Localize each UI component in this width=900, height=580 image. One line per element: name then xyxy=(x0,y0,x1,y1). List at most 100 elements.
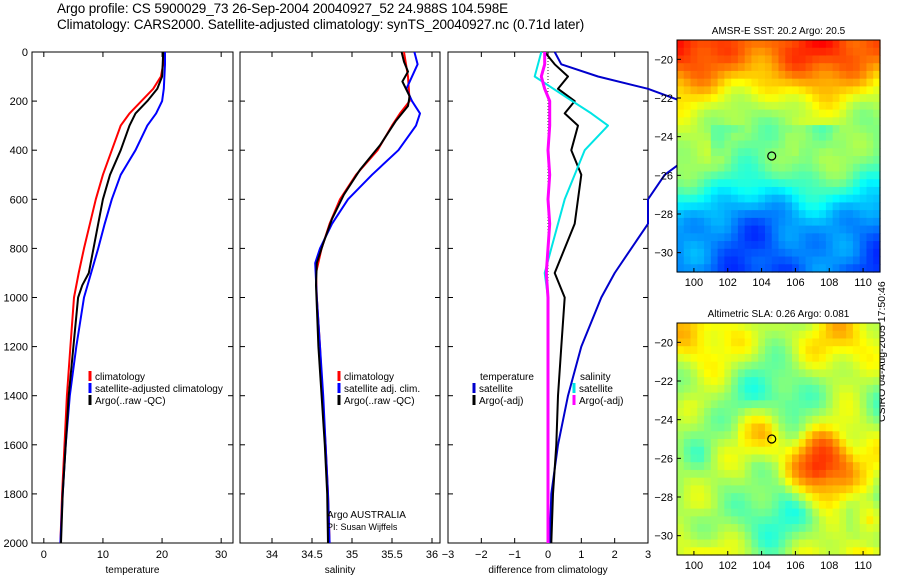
heatmap-cell xyxy=(792,47,800,57)
heatmap-cell xyxy=(832,361,840,370)
heatmap-cell xyxy=(778,369,786,378)
heatmap-cell xyxy=(764,524,773,533)
heatmap-cell xyxy=(866,217,874,227)
heatmap-cell xyxy=(683,361,692,370)
heatmap-cell xyxy=(798,125,807,134)
heatmap-cell xyxy=(805,323,813,332)
heatmap-cell xyxy=(805,330,813,340)
heatmap-cell xyxy=(832,346,840,355)
heatmap-cell xyxy=(778,353,786,363)
heatmap-cell xyxy=(764,330,773,340)
heatmap-cell xyxy=(792,248,800,258)
heatmap-cell xyxy=(846,493,854,502)
heatmap-cell xyxy=(704,408,712,417)
heatmap-cell xyxy=(792,477,800,486)
heatmap-cell xyxy=(724,500,732,510)
heatmap-cell xyxy=(764,361,773,370)
heatmap-cell xyxy=(846,70,854,80)
heatmap-cell xyxy=(825,94,834,103)
heatmap-cell xyxy=(805,524,813,533)
heatmap-cell xyxy=(771,156,780,165)
heatmap-cell xyxy=(846,248,854,258)
heatmap-cell xyxy=(825,439,834,448)
heatmap-cell xyxy=(710,117,719,126)
heatmap-cell xyxy=(764,70,773,80)
heatmap-cell xyxy=(697,210,705,219)
heatmap-cell xyxy=(710,462,719,471)
heatmap-cell xyxy=(839,439,847,448)
heatmap-cell xyxy=(825,454,834,463)
heatmap-cell xyxy=(819,101,827,111)
heatmap-cell xyxy=(771,140,780,149)
heatmap-cell xyxy=(683,78,692,87)
heatmap-cell xyxy=(697,63,705,72)
heatmap-cell xyxy=(873,140,881,149)
heatmap-cell xyxy=(839,400,847,409)
heatmap-cell xyxy=(764,477,773,486)
heatmap-cell xyxy=(846,40,854,49)
heatmap-cell xyxy=(873,132,881,142)
heatmap-cell xyxy=(710,210,719,219)
heatmap-cell xyxy=(737,338,746,347)
heatmap-cell xyxy=(690,248,698,258)
heatmap-cell xyxy=(792,330,800,340)
heatmap-cell xyxy=(758,171,766,180)
heatmap-cell xyxy=(839,377,847,386)
heatmap-cell xyxy=(764,47,773,57)
heatmap-cell xyxy=(785,469,793,479)
heatmap-cell xyxy=(819,485,827,494)
heatmap-cell xyxy=(764,516,773,525)
heatmap-cell xyxy=(798,508,807,517)
heatmap-cell xyxy=(724,217,732,227)
heatmap-cell xyxy=(744,233,753,242)
heatmap-cell xyxy=(866,194,874,203)
heatmap-cell xyxy=(819,63,827,72)
heatmap-cell xyxy=(744,408,753,417)
heatmap-cell xyxy=(812,547,820,556)
y-tick-label: −22 xyxy=(654,93,673,105)
series-line-salinity-argo-adj xyxy=(539,52,552,543)
heatmap-cell xyxy=(724,70,732,80)
heatmap-cell xyxy=(731,186,739,196)
heatmap-cell xyxy=(704,524,712,533)
heatmap-cell xyxy=(717,132,725,142)
heatmap-cell xyxy=(724,210,732,219)
heatmap-cell xyxy=(717,454,725,463)
x-axis-label: difference from climatology xyxy=(488,565,607,576)
heatmap-cell xyxy=(866,171,874,180)
heatmap-cell xyxy=(737,462,746,471)
heatmap-cell xyxy=(785,446,793,456)
heatmap-cell xyxy=(785,225,793,234)
heatmap-cell xyxy=(866,78,874,87)
heatmap-cell xyxy=(798,264,807,273)
heatmap-cell xyxy=(677,101,685,111)
heatmap-cell xyxy=(697,179,705,188)
heatmap-cell xyxy=(758,493,766,502)
heatmap-cell xyxy=(677,485,685,494)
heatmap-cell xyxy=(690,415,698,425)
heatmap-cell xyxy=(852,423,861,432)
heatmap-cell xyxy=(866,369,874,378)
heatmap-cell xyxy=(744,431,753,440)
heatmap-cell xyxy=(710,400,719,409)
heatmap-cell xyxy=(825,338,834,347)
y-tick-label: 600 xyxy=(10,194,28,206)
heatmap-cell xyxy=(778,117,786,126)
heatmap-cell xyxy=(785,55,793,64)
heatmap-cell xyxy=(751,148,759,157)
heatmap-cell xyxy=(859,361,868,370)
heatmap-cell xyxy=(717,171,725,180)
heatmap-cell xyxy=(812,431,820,440)
heatmap-cell xyxy=(852,415,861,425)
heatmap-cell xyxy=(690,202,698,211)
heatmap-cell xyxy=(839,408,847,417)
heatmap-cell xyxy=(717,101,725,111)
x-tick-label: 108 xyxy=(820,277,838,289)
heatmap-cell xyxy=(778,454,786,463)
heatmap-cell xyxy=(798,330,807,340)
heatmap-cell xyxy=(758,163,766,173)
heatmap-cell xyxy=(819,171,827,180)
heatmap-cell xyxy=(805,47,813,57)
heatmap-cell xyxy=(717,94,725,103)
heatmap-cell xyxy=(683,132,692,142)
